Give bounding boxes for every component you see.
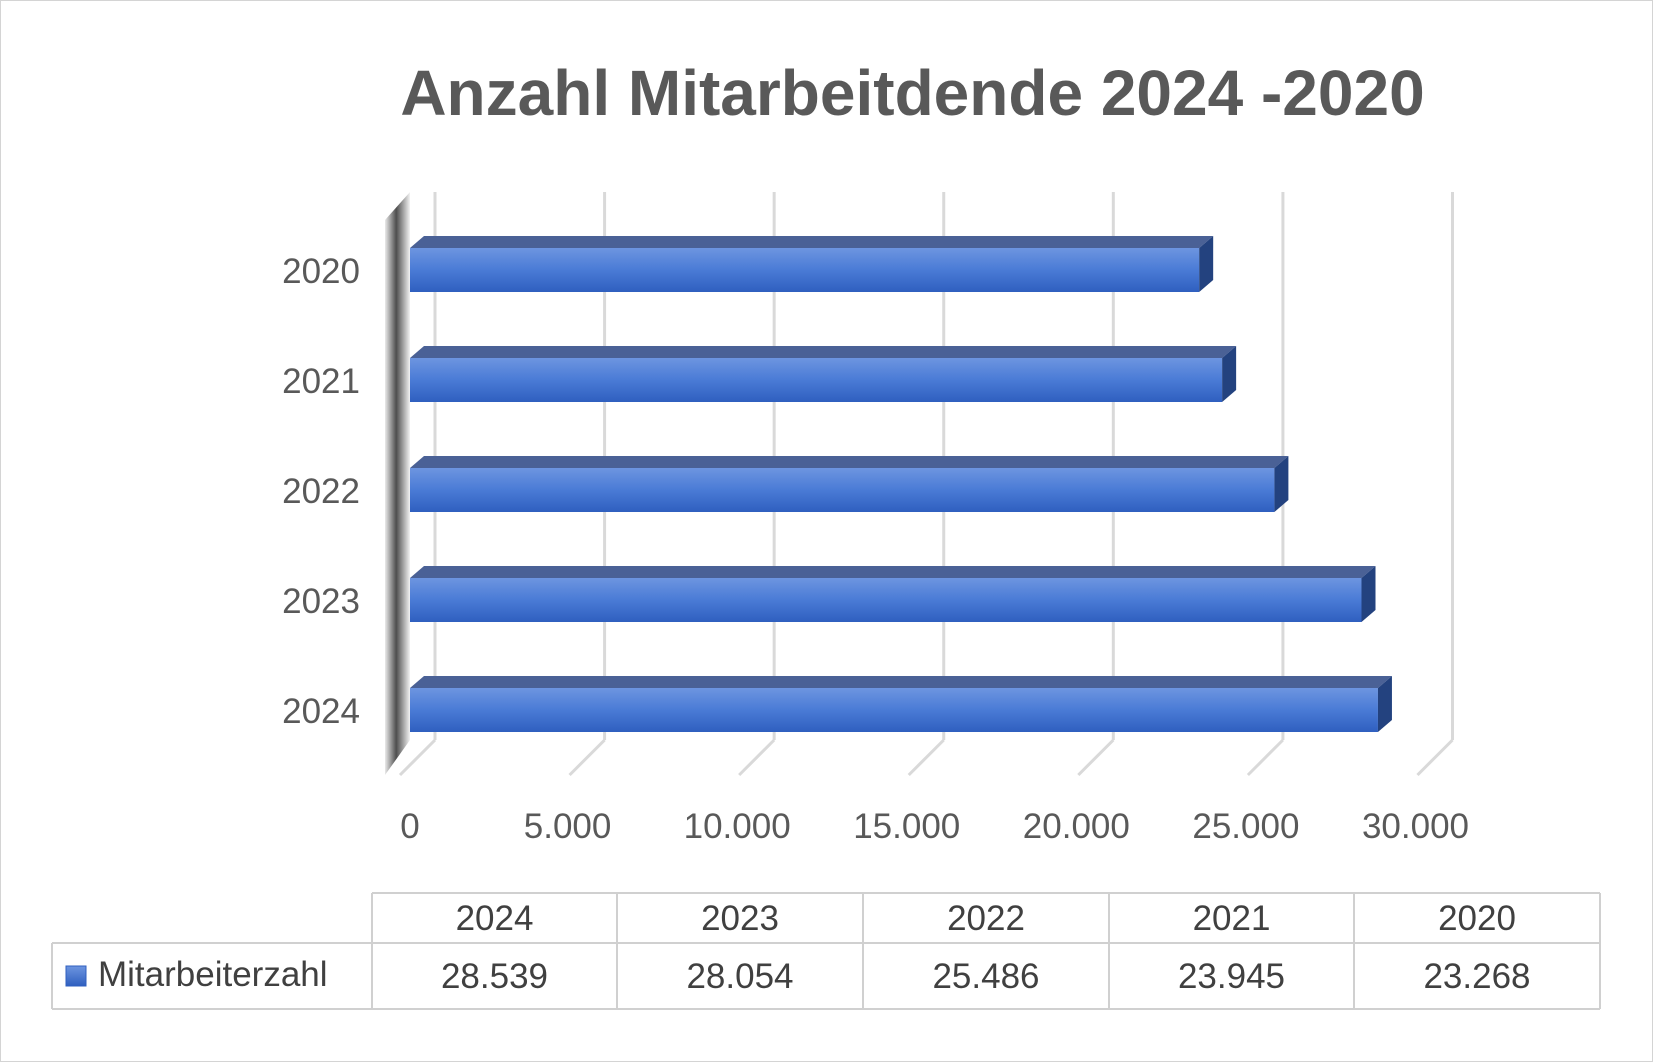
bar-top [410, 456, 1289, 468]
chart-title: Anzahl Mitarbeitdende 2024 -2020 [400, 57, 1425, 129]
table-header-cell: 2020 [1438, 899, 1516, 938]
bar [410, 468, 1275, 512]
table-value-cell: 25.486 [932, 957, 1039, 996]
floor-gridline [398, 738, 437, 777]
table-header-cell: 2022 [947, 899, 1025, 938]
bar-end [1222, 346, 1237, 402]
bar-end [1377, 676, 1392, 732]
x-tick-label: 5.000 [524, 807, 612, 846]
table-value-cell: 28.054 [686, 957, 793, 996]
bar-top [410, 566, 1376, 578]
bar [410, 688, 1378, 732]
table-header-cell: 2024 [456, 899, 534, 938]
bar [410, 578, 1362, 622]
x-tick-label: 20.000 [1023, 807, 1130, 846]
y-tick-label: 2020 [282, 252, 360, 291]
y-tick-label: 2021 [282, 362, 360, 401]
left-wall [385, 192, 410, 775]
legend-swatch [65, 965, 87, 987]
x-tick-label: 15.000 [853, 807, 960, 846]
bar-top [410, 346, 1237, 358]
x-tick-label: 25.000 [1192, 807, 1299, 846]
table-header-cell: 2023 [701, 899, 779, 938]
bar-end [1199, 236, 1214, 292]
floor-gridline [907, 738, 945, 777]
y-tick-label: 2024 [282, 692, 360, 731]
floor-gridline [1246, 738, 1284, 777]
floor-gridline [568, 738, 606, 777]
x-tick-label: 0 [400, 807, 419, 846]
bar-end [1361, 566, 1376, 622]
bar-top [410, 676, 1392, 688]
bar [410, 358, 1223, 402]
table-value-cell: 23.268 [1423, 957, 1530, 996]
table-value-cell: 23.945 [1178, 957, 1285, 996]
floor-gridline [738, 738, 776, 777]
y-tick-label: 2022 [282, 472, 360, 511]
x-tick-label: 30.000 [1362, 807, 1469, 846]
floor-gridline [1077, 738, 1115, 777]
legend-label: Mitarbeiterzahl [98, 955, 328, 994]
y-tick-label: 2023 [282, 582, 360, 621]
table-value-cell: 28.539 [441, 957, 548, 996]
x-tick-label: 10.000 [684, 807, 791, 846]
bar-end [1274, 456, 1289, 512]
bar-top [410, 236, 1214, 248]
table-header-cell: 2021 [1193, 899, 1271, 938]
bar [410, 248, 1200, 292]
floor-gridline [1416, 738, 1454, 777]
